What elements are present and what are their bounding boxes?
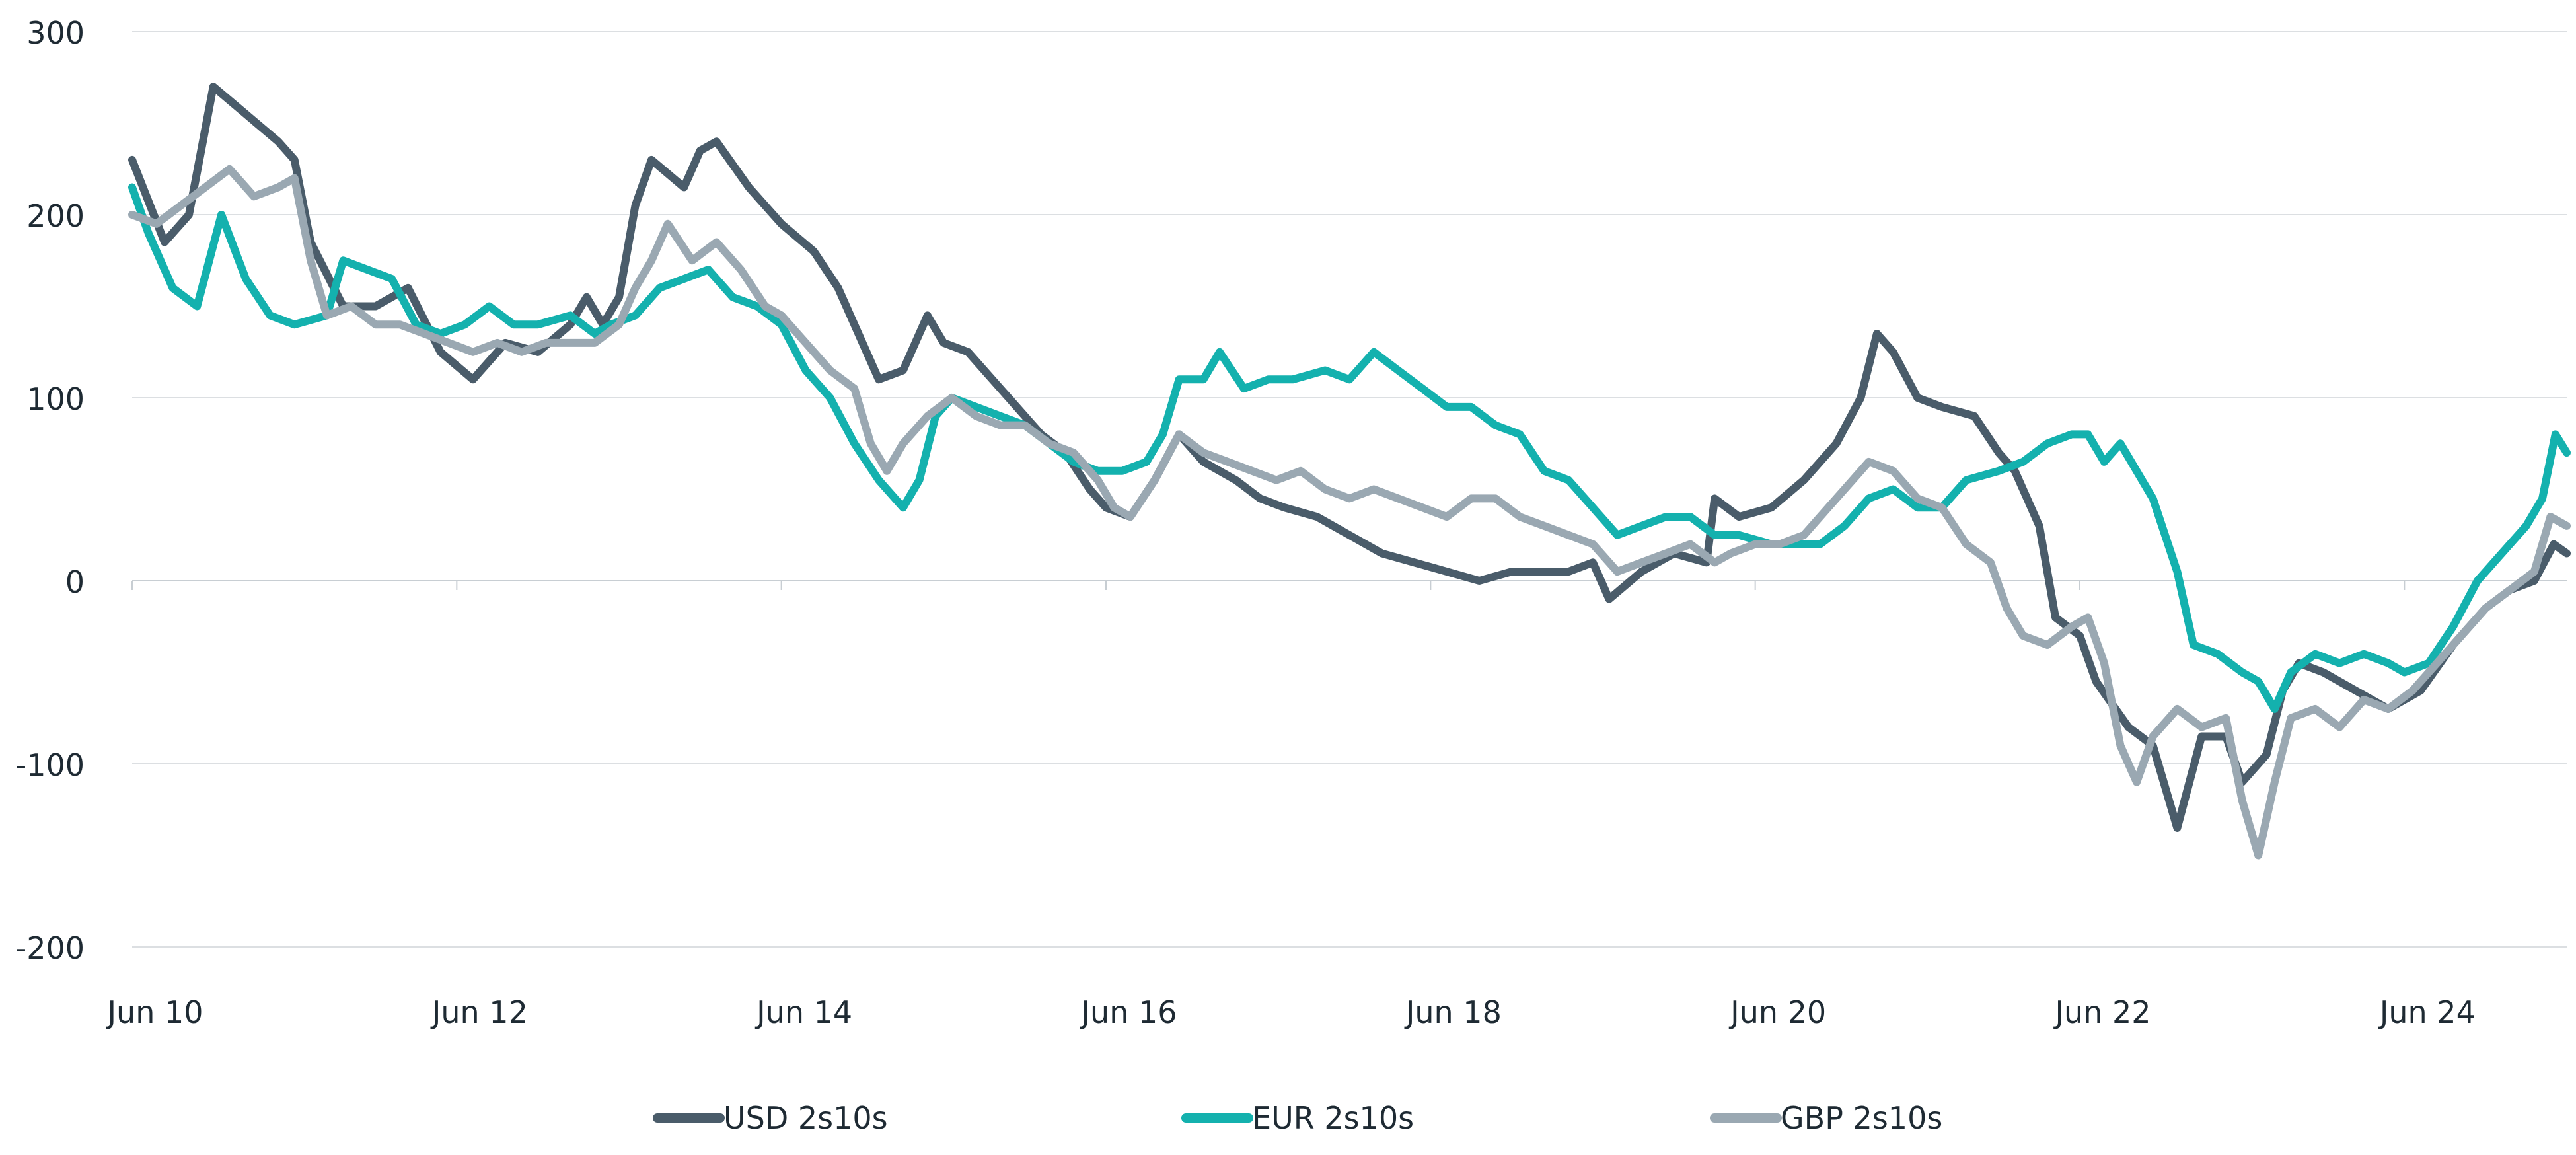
y-tick-label: -100 bbox=[16, 747, 85, 783]
series-line-gbp bbox=[128, 165, 2571, 860]
x-tick-label: Jun 14 bbox=[754, 994, 852, 1030]
x-tick-label: Jun 22 bbox=[2053, 994, 2151, 1030]
x-tick-label: Jun 12 bbox=[430, 994, 528, 1030]
y-tick-label: 100 bbox=[26, 381, 85, 417]
x-tick-label: Jun 18 bbox=[1404, 994, 1502, 1030]
gridlines bbox=[132, 31, 2567, 948]
series-lines bbox=[128, 83, 2571, 860]
legend-label: EUR 2s10s bbox=[1252, 1100, 1414, 1136]
x-axis: Jun 10 Jun 12 Jun 14 Jun 16 Jun 18 Jun 20 Jun … bbox=[105, 581, 2476, 1030]
y-tick-label: 0 bbox=[65, 564, 85, 600]
series-line-eur bbox=[128, 183, 2571, 713]
legend: USD 2s10s EUR 2s10s GBP 2s10s bbox=[653, 1100, 1942, 1136]
y-tick-label: -200 bbox=[16, 930, 85, 966]
x-tick-label: Jun 20 bbox=[1728, 994, 1826, 1030]
y-tick-label: 300 bbox=[26, 15, 85, 51]
series-line-usd bbox=[128, 83, 2571, 832]
x-tick-label: Jun 24 bbox=[2378, 994, 2476, 1030]
y-axis: 300 200 100 0 -100 -200 bbox=[16, 15, 85, 966]
legend-label: GBP 2s10s bbox=[1781, 1100, 1942, 1136]
x-tick-label: Jun 10 bbox=[105, 994, 203, 1030]
x-tick-label: Jun 16 bbox=[1079, 994, 1177, 1030]
y-tick-label: 200 bbox=[26, 198, 85, 234]
legend-label: USD 2s10s bbox=[723, 1100, 888, 1136]
